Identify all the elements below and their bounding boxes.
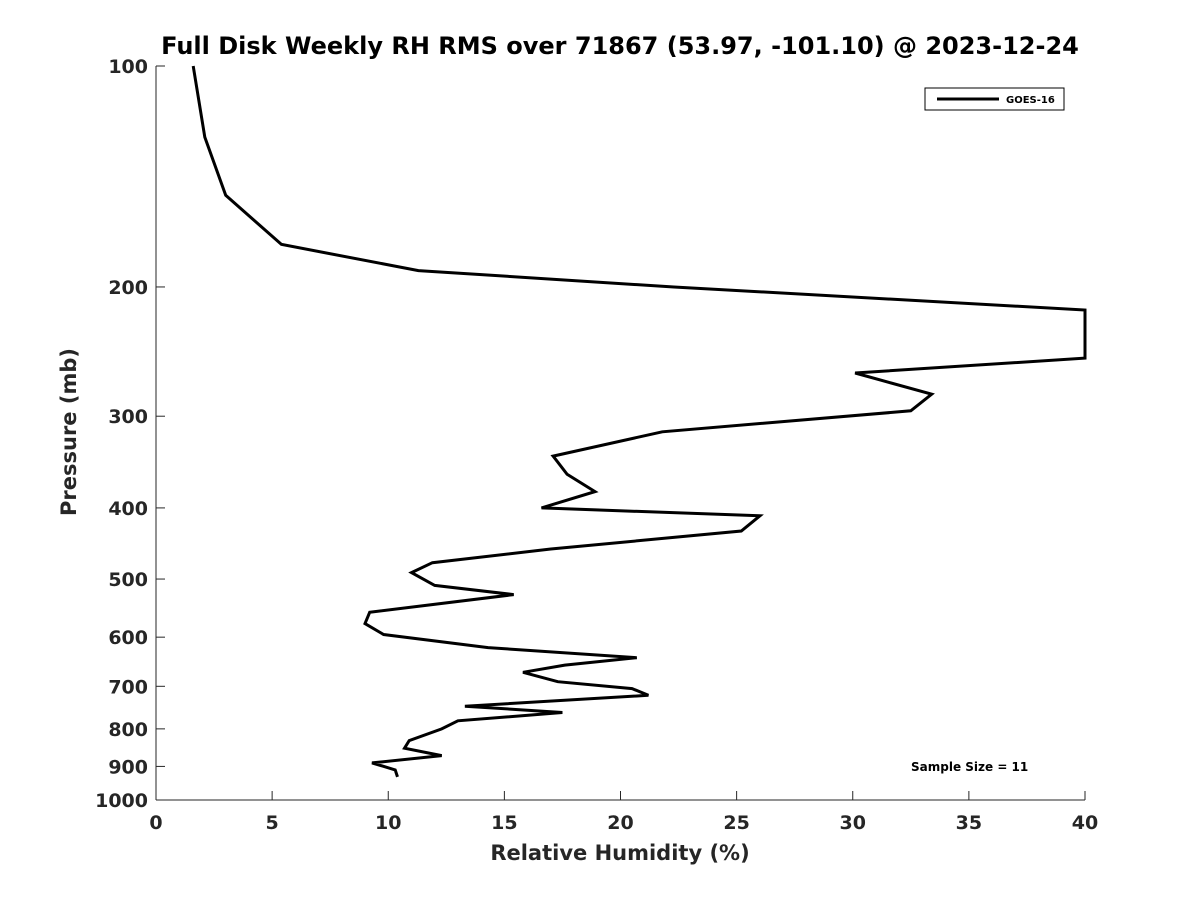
x-tick-label: 15 (491, 812, 517, 834)
y-tick-label: 800 (108, 719, 148, 741)
legend-label-goes-16: GOES-16 (1006, 95, 1055, 106)
y-tick-label: 900 (108, 756, 148, 778)
plot-area: 0 5 10 15 20 25 30 35 40 100 200 300 400 500 600 700 800… (95, 56, 1098, 834)
x-tick-label: 0 (149, 812, 162, 834)
legend: GOES-16 (924, 87, 1065, 111)
y-tick-label: 500 (108, 569, 148, 591)
x-tick-label: 10 (375, 812, 401, 834)
x-tick-label: 40 (1072, 812, 1098, 834)
x-tick-label: 20 (607, 812, 633, 834)
y-tick-label: 200 (108, 277, 148, 299)
x-tick-label: 35 (956, 812, 982, 834)
x-tick-label: 30 (840, 812, 866, 834)
x-axis-label: Relative Humidity (%) (490, 841, 749, 865)
chart-title: Full Disk Weekly RH RMS over 71867 (53.9… (161, 32, 1079, 60)
x-tick-label: 25 (723, 812, 749, 834)
y-tick-label: 600 (108, 627, 148, 649)
y-tick-label: 700 (108, 676, 148, 698)
sample-size-annotation: Sample Size = 11 (911, 760, 1028, 774)
y-tick-label: 400 (108, 498, 148, 520)
x-tick-label: 5 (266, 812, 279, 834)
y-axis-label: Pressure (mb) (57, 348, 81, 516)
y-tick-label: 100 (108, 56, 148, 78)
series-line-goes-16 (191, 65, 1087, 778)
y-tick-label: 1000 (95, 790, 148, 812)
y-tick-label: 300 (108, 406, 148, 428)
